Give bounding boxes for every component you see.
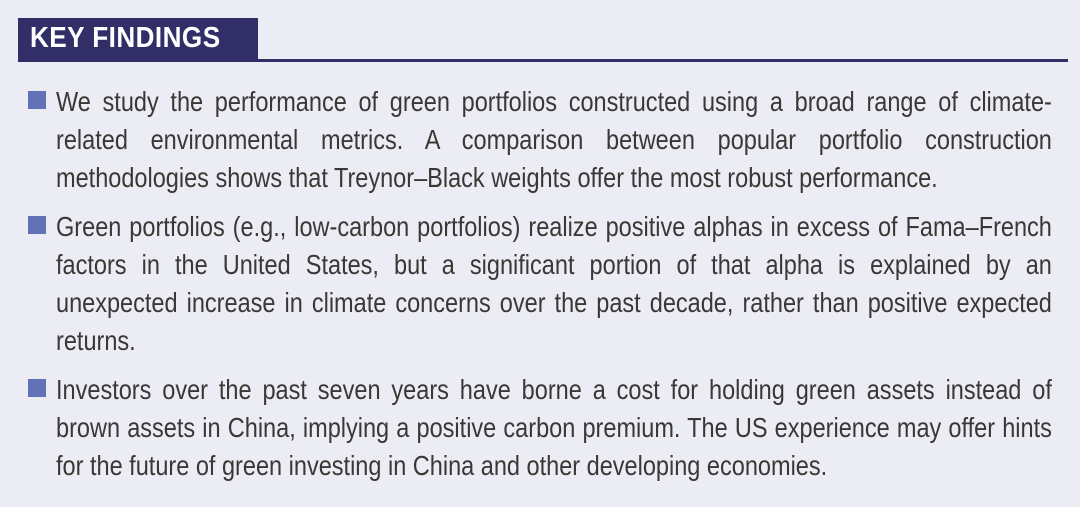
- finding-text-wrap: Green portfolios (e.g., low-carbon portf…: [56, 208, 1052, 360]
- findings-list: We study the performance of green portfo…: [28, 83, 1052, 485]
- key-findings-title: KEY FINDINGS: [30, 22, 221, 54]
- finding-text: We study the performance of green portfo…: [56, 86, 1052, 193]
- finding-item: Investors over the past seven years have…: [28, 371, 1052, 485]
- square-bullet-icon: [28, 91, 46, 109]
- square-bullet-icon: [28, 216, 46, 234]
- finding-text-wrap: Investors over the past seven years have…: [56, 371, 1052, 485]
- key-findings-header: KEY FINDINGS: [18, 18, 1068, 62]
- key-findings-title-box: KEY FINDINGS: [18, 18, 258, 59]
- finding-text: Investors over the past seven years have…: [56, 374, 1052, 481]
- finding-item: Green portfolios (e.g., low-carbon portf…: [28, 208, 1052, 360]
- finding-text-wrap: We study the performance of green portfo…: [56, 83, 1052, 197]
- finding-text: Green portfolios (e.g., low-carbon portf…: [56, 211, 1052, 356]
- finding-item: We study the performance of green portfo…: [28, 83, 1052, 197]
- square-bullet-icon: [28, 379, 46, 397]
